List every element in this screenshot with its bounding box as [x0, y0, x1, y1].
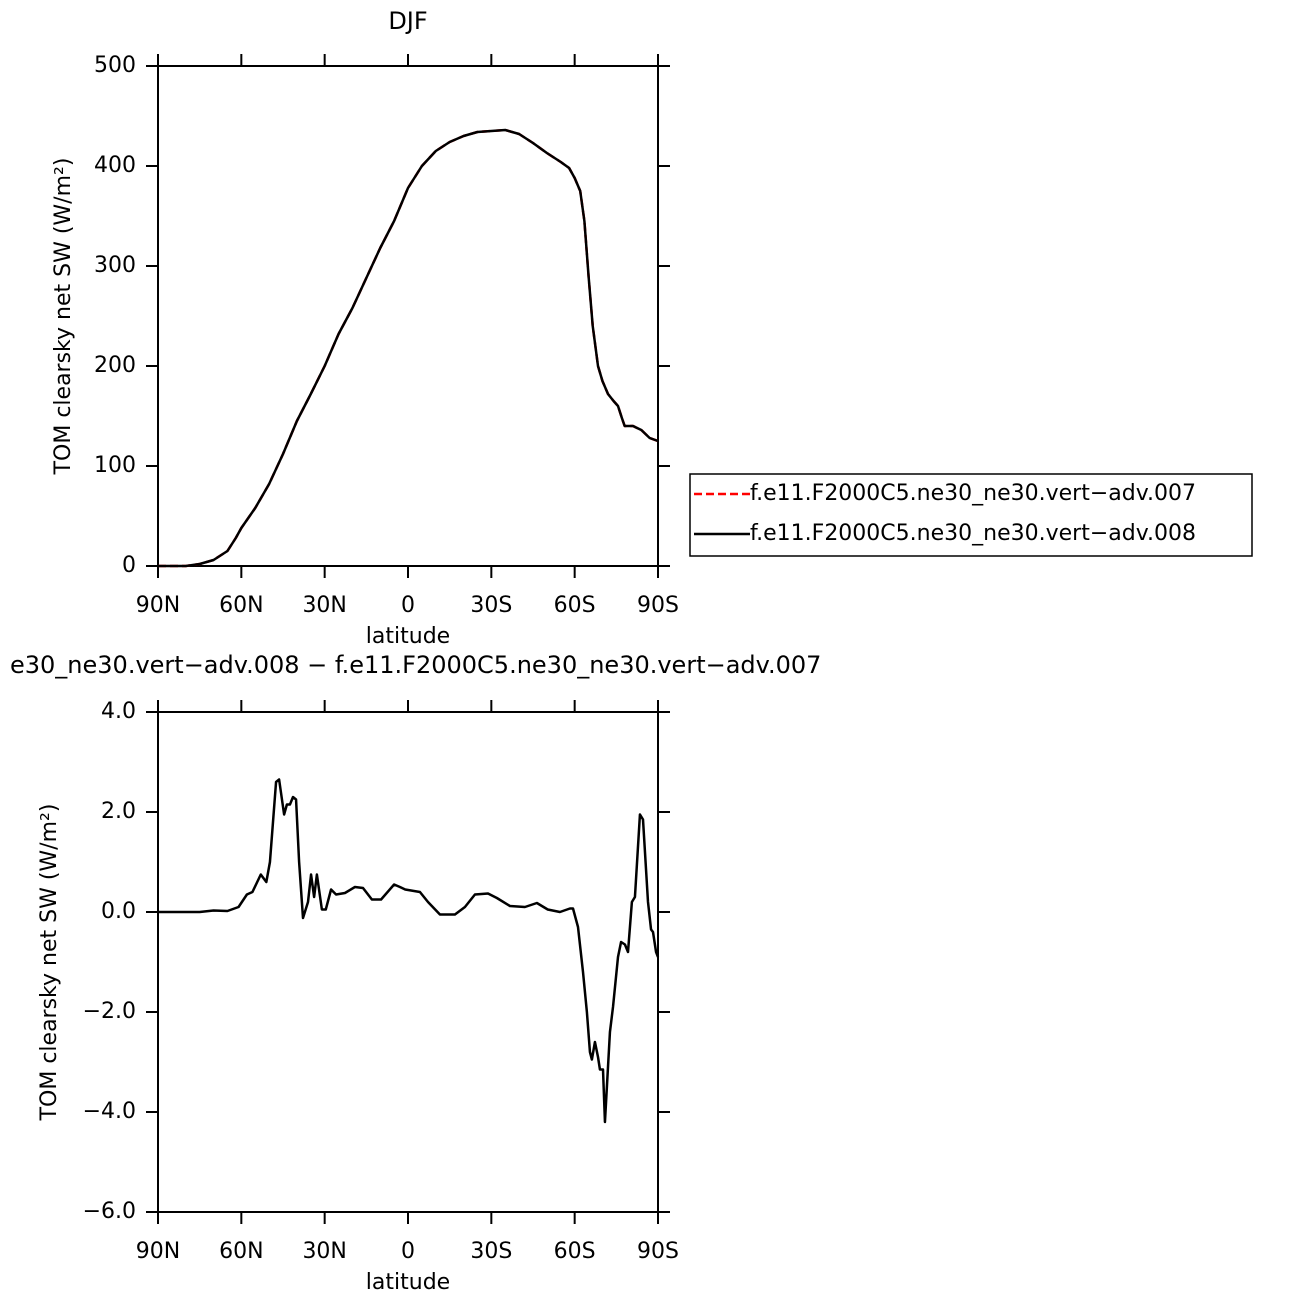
y-axis-label: TOM clearsky net SW (W/m²) [51, 158, 76, 476]
legend-box [689, 473, 1253, 557]
x-axis-label: latitude [366, 1270, 450, 1295]
x-tick-label: 60N [219, 1239, 263, 1264]
chart-title: DJF [388, 7, 427, 35]
x-tick-label: 0 [401, 1239, 415, 1264]
y-tick-label: 400 [94, 153, 136, 178]
legend-label: f.e11.F2000C5.ne30_ne30.vert−adv.007 [750, 481, 1196, 506]
x-tick-label: 90S [637, 593, 679, 618]
x-tick-label: 90N [136, 593, 180, 618]
legend-label: f.e11.F2000C5.ne30_ne30.vert−adv.008 [750, 521, 1196, 546]
data-line [158, 128, 659, 568]
x-tick-label: 30S [470, 593, 512, 618]
chart-title: e30_ne30.vert−adv.008 − f.e11.F2000C5.ne… [10, 651, 821, 679]
y-tick-label: 2.0 [101, 799, 136, 824]
y-tick-label: 200 [94, 353, 136, 378]
y-tick-label: −2.0 [83, 999, 136, 1024]
plot-frame [157, 65, 659, 567]
y-tick-label: 300 [94, 253, 136, 278]
y-tick-label: 0 [122, 553, 136, 578]
x-tick-label: 60S [554, 1239, 596, 1264]
y-tick-label: 0.0 [101, 899, 136, 924]
y-tick-label: −4.0 [83, 1099, 136, 1124]
y-axis-label: TOM clearsky net SW (W/m²) [37, 804, 62, 1122]
x-tick-label: 90N [136, 1239, 180, 1264]
y-tick-label: 100 [94, 453, 136, 478]
x-tick-label: 90S [637, 1239, 679, 1264]
x-axis-label: latitude [366, 624, 450, 649]
x-tick-label: 30N [302, 1239, 346, 1264]
x-tick-label: 60S [554, 593, 596, 618]
data-line [158, 128, 659, 568]
x-tick-label: 0 [401, 593, 415, 618]
x-tick-label: 30S [470, 1239, 512, 1264]
x-tick-label: 60N [219, 593, 263, 618]
y-tick-label: −6.0 [83, 1199, 136, 1224]
y-tick-label: 500 [94, 53, 136, 78]
y-tick-label: 4.0 [101, 699, 136, 724]
x-tick-label: 30N [302, 593, 346, 618]
data-line [158, 778, 660, 1124]
